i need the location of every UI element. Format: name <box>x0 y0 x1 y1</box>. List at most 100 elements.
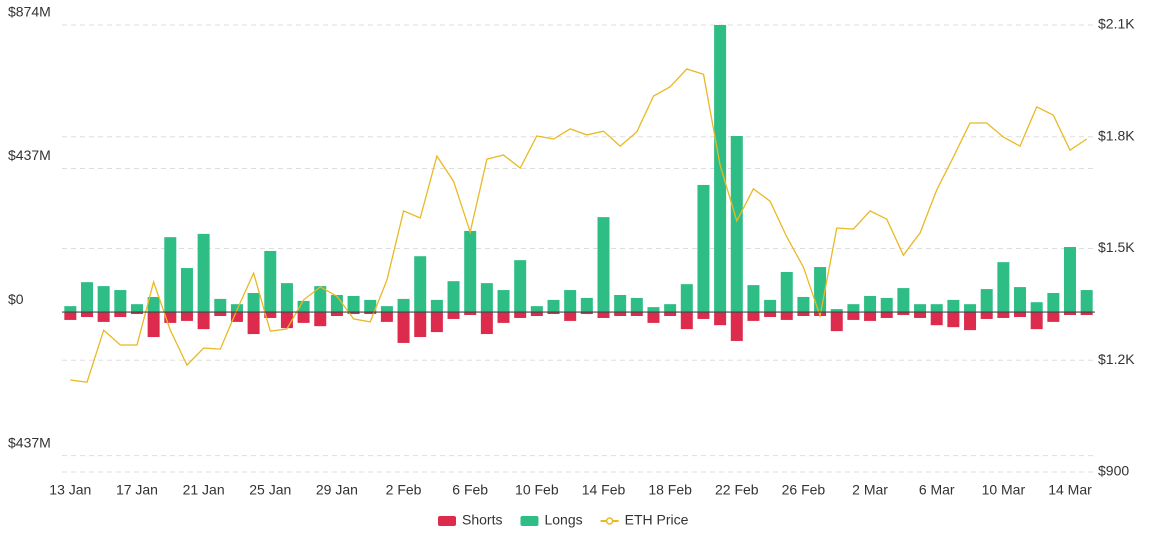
legend-swatch <box>605 517 614 525</box>
legend-label: Shorts <box>462 512 502 528</box>
bar <box>764 299 777 313</box>
bar <box>347 295 360 313</box>
bar <box>364 312 377 315</box>
bar <box>447 312 460 319</box>
bar <box>530 306 543 313</box>
bar <box>64 306 77 313</box>
bar <box>547 299 560 313</box>
bar <box>180 268 193 313</box>
x-tick-label: 14 Feb <box>582 482 626 498</box>
bar <box>314 286 327 313</box>
bar <box>847 312 860 320</box>
bar <box>247 293 260 313</box>
bar <box>297 312 310 323</box>
x-tick-label: 21 Jan <box>183 482 225 498</box>
x-tick-label: 18 Feb <box>648 482 692 498</box>
bar <box>264 250 277 313</box>
bar <box>1030 312 1043 330</box>
bar <box>1014 287 1027 313</box>
bar <box>1014 312 1027 317</box>
bar <box>1080 312 1093 316</box>
bar <box>447 281 460 313</box>
bar <box>864 312 877 321</box>
bar <box>730 136 743 313</box>
bar <box>697 184 710 313</box>
legend-item: Shorts <box>438 512 502 528</box>
bar <box>1064 312 1077 316</box>
x-tick-label: 14 Mar <box>1048 482 1092 498</box>
bar <box>114 312 127 317</box>
bar <box>397 312 410 343</box>
bar <box>930 304 943 313</box>
legend-label: Longs <box>544 512 582 528</box>
bar <box>1030 302 1043 313</box>
bar <box>897 312 910 316</box>
bar <box>664 312 677 316</box>
bar <box>147 312 160 338</box>
y2-tick-label: $1.5K <box>1098 239 1135 255</box>
bar <box>514 260 527 313</box>
bar <box>330 312 343 316</box>
bar <box>847 304 860 313</box>
bar <box>364 299 377 313</box>
bar <box>797 312 810 316</box>
bar <box>597 217 610 313</box>
y2-tick-label: $1.2K <box>1098 351 1135 367</box>
bar <box>497 312 510 323</box>
bar <box>380 306 393 313</box>
bar <box>830 309 843 313</box>
bar <box>247 312 260 335</box>
x-tick-label: 10 Mar <box>982 482 1026 498</box>
price-line <box>70 68 1088 383</box>
bar <box>947 299 960 313</box>
bar <box>197 312 210 330</box>
bar <box>630 297 643 313</box>
bar <box>64 312 77 320</box>
bar <box>1080 290 1093 313</box>
bar <box>130 304 143 313</box>
bar <box>430 312 443 333</box>
bar <box>680 312 693 330</box>
bar <box>980 289 993 313</box>
bar <box>747 285 760 313</box>
bar <box>997 312 1010 318</box>
bar <box>930 312 943 326</box>
y-tick-label: $874M <box>8 4 51 20</box>
bar <box>1047 312 1060 322</box>
bar <box>697 312 710 319</box>
bar <box>547 312 560 315</box>
bar <box>80 282 93 313</box>
bar <box>997 262 1010 313</box>
bar <box>514 312 527 318</box>
bar <box>214 298 227 313</box>
bar <box>480 283 493 313</box>
legend-label: ETH Price <box>625 512 689 528</box>
bar <box>430 299 443 313</box>
bar <box>864 295 877 313</box>
bar <box>114 290 127 313</box>
legend-item: Longs <box>520 512 583 528</box>
x-tick-label: 17 Jan <box>116 482 158 498</box>
bar <box>564 290 577 313</box>
bar <box>780 312 793 320</box>
bar <box>980 312 993 319</box>
bar <box>80 312 93 317</box>
bar <box>497 290 510 313</box>
bar <box>280 283 293 313</box>
legend-item: ETH Price <box>600 512 689 528</box>
bar <box>147 296 160 313</box>
bar <box>214 312 227 316</box>
bar <box>880 297 893 313</box>
bar <box>230 312 243 322</box>
x-tick-label: 2 Mar <box>852 482 888 498</box>
bar <box>314 312 327 327</box>
bar <box>530 312 543 316</box>
bar <box>347 312 360 315</box>
bar <box>464 230 477 313</box>
x-tick-label: 10 Feb <box>515 482 559 498</box>
bar <box>714 312 727 326</box>
bar <box>914 304 927 313</box>
x-tick-label: 13 Jan <box>49 482 91 498</box>
bar <box>330 294 343 313</box>
